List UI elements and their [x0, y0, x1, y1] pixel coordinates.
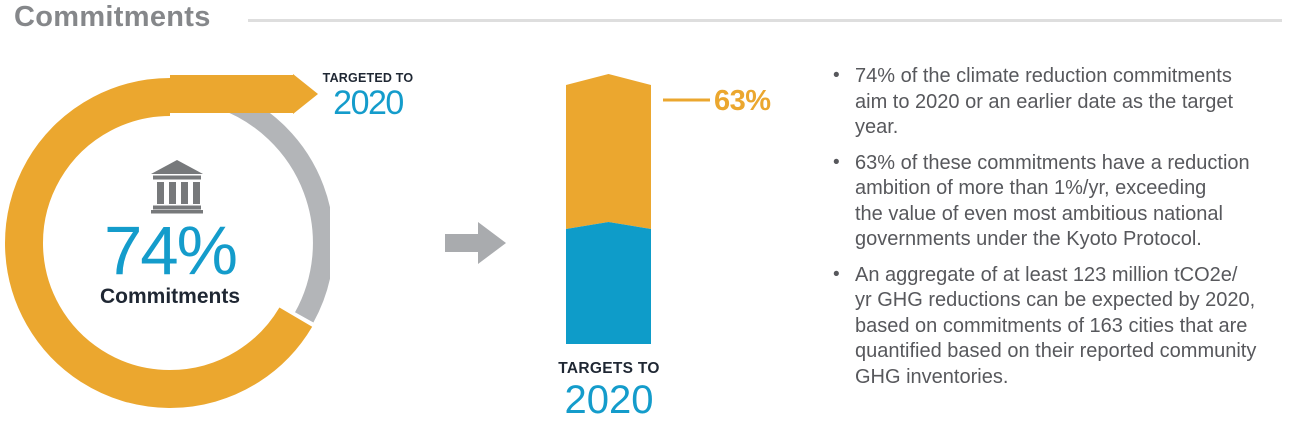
bullet-item-1: 74% of the climate reduction commitments…: [831, 63, 1275, 141]
bar-segment-yellow: [566, 74, 651, 229]
insights-list: 74% of the climate reduction commitments…: [831, 63, 1275, 400]
donut-arrow-tail: [170, 75, 293, 113]
donut-annotation-small: TARGETED TO: [322, 71, 414, 85]
bar-axis-small: TARGETS TO: [558, 360, 660, 377]
stacked-bar-chart: [566, 74, 710, 344]
bar-callout-label: 63%: [714, 85, 771, 117]
donut-gray-arc: [218, 88, 330, 323]
bank-icon: [151, 160, 203, 214]
bar-segment-blue: [566, 222, 651, 344]
donut-chart: [5, 74, 330, 408]
donut-arrowhead-icon: [293, 74, 318, 114]
bullet-item-3: An aggregate of at least 123 million tCO…: [831, 262, 1275, 391]
bullet-item-2: 63% of these commitments have a reductio…: [831, 150, 1275, 253]
title-divider: [248, 19, 1282, 22]
bar-axis-label: TARGETS TO 2020: [545, 360, 673, 422]
donut-annotation: TARGETED TO 2020: [321, 71, 415, 122]
bar-axis-year: 2020: [564, 378, 654, 422]
page-title: Commitments: [14, 1, 211, 33]
donut-center-caption: Commitments: [99, 285, 241, 308]
donut-percent-label: 74%: [103, 212, 238, 289]
right-arrow-icon: [445, 222, 506, 264]
donut-yellow-arc: [5, 78, 313, 408]
donut-annotation-year: 2020: [333, 84, 404, 122]
